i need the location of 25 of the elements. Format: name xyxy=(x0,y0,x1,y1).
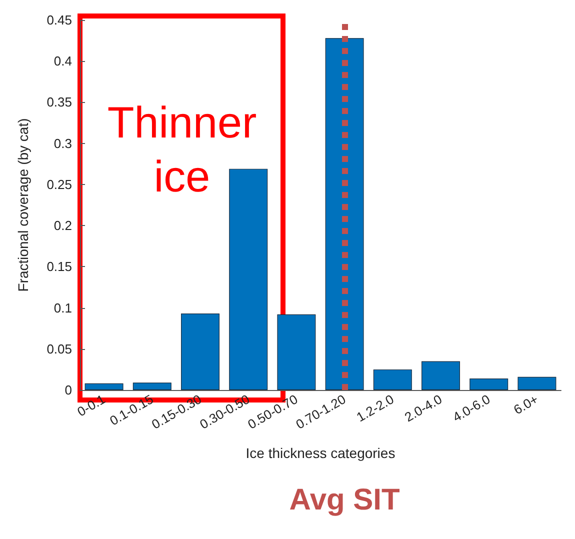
bar xyxy=(470,378,508,390)
bar xyxy=(277,314,316,390)
y-tick-label: 0.2 xyxy=(54,218,72,234)
y-tick-label: 0.1 xyxy=(54,300,72,316)
y-axis-title: Fractional coverage (by cat) xyxy=(15,118,31,292)
bar xyxy=(229,168,268,390)
y-tick-label: 0.45 xyxy=(46,12,72,28)
bar xyxy=(422,361,460,390)
y-tick-label: 0.4 xyxy=(54,54,72,69)
bar xyxy=(518,376,556,390)
y-tick-label: 0.35 xyxy=(46,94,72,110)
y-tick-label: 0 xyxy=(64,382,72,398)
bar xyxy=(373,369,412,390)
bar xyxy=(84,383,124,390)
y-tick-label: 0.25 xyxy=(46,176,72,192)
bar xyxy=(181,314,220,390)
y-tick-label: 0.3 xyxy=(54,136,72,151)
bar xyxy=(132,382,172,390)
ref-line-label: Avg SIT xyxy=(289,484,400,516)
annotation: Thinner ice xyxy=(107,98,257,202)
y-tick-label: 0.15 xyxy=(46,259,72,274)
y-tick-label: 0.05 xyxy=(46,341,72,356)
x-tick-label: 0-0.1 xyxy=(74,392,108,420)
x-tick-label: 6.0+ xyxy=(510,392,541,418)
x-axis-title: Ice thickness categories xyxy=(246,445,396,461)
